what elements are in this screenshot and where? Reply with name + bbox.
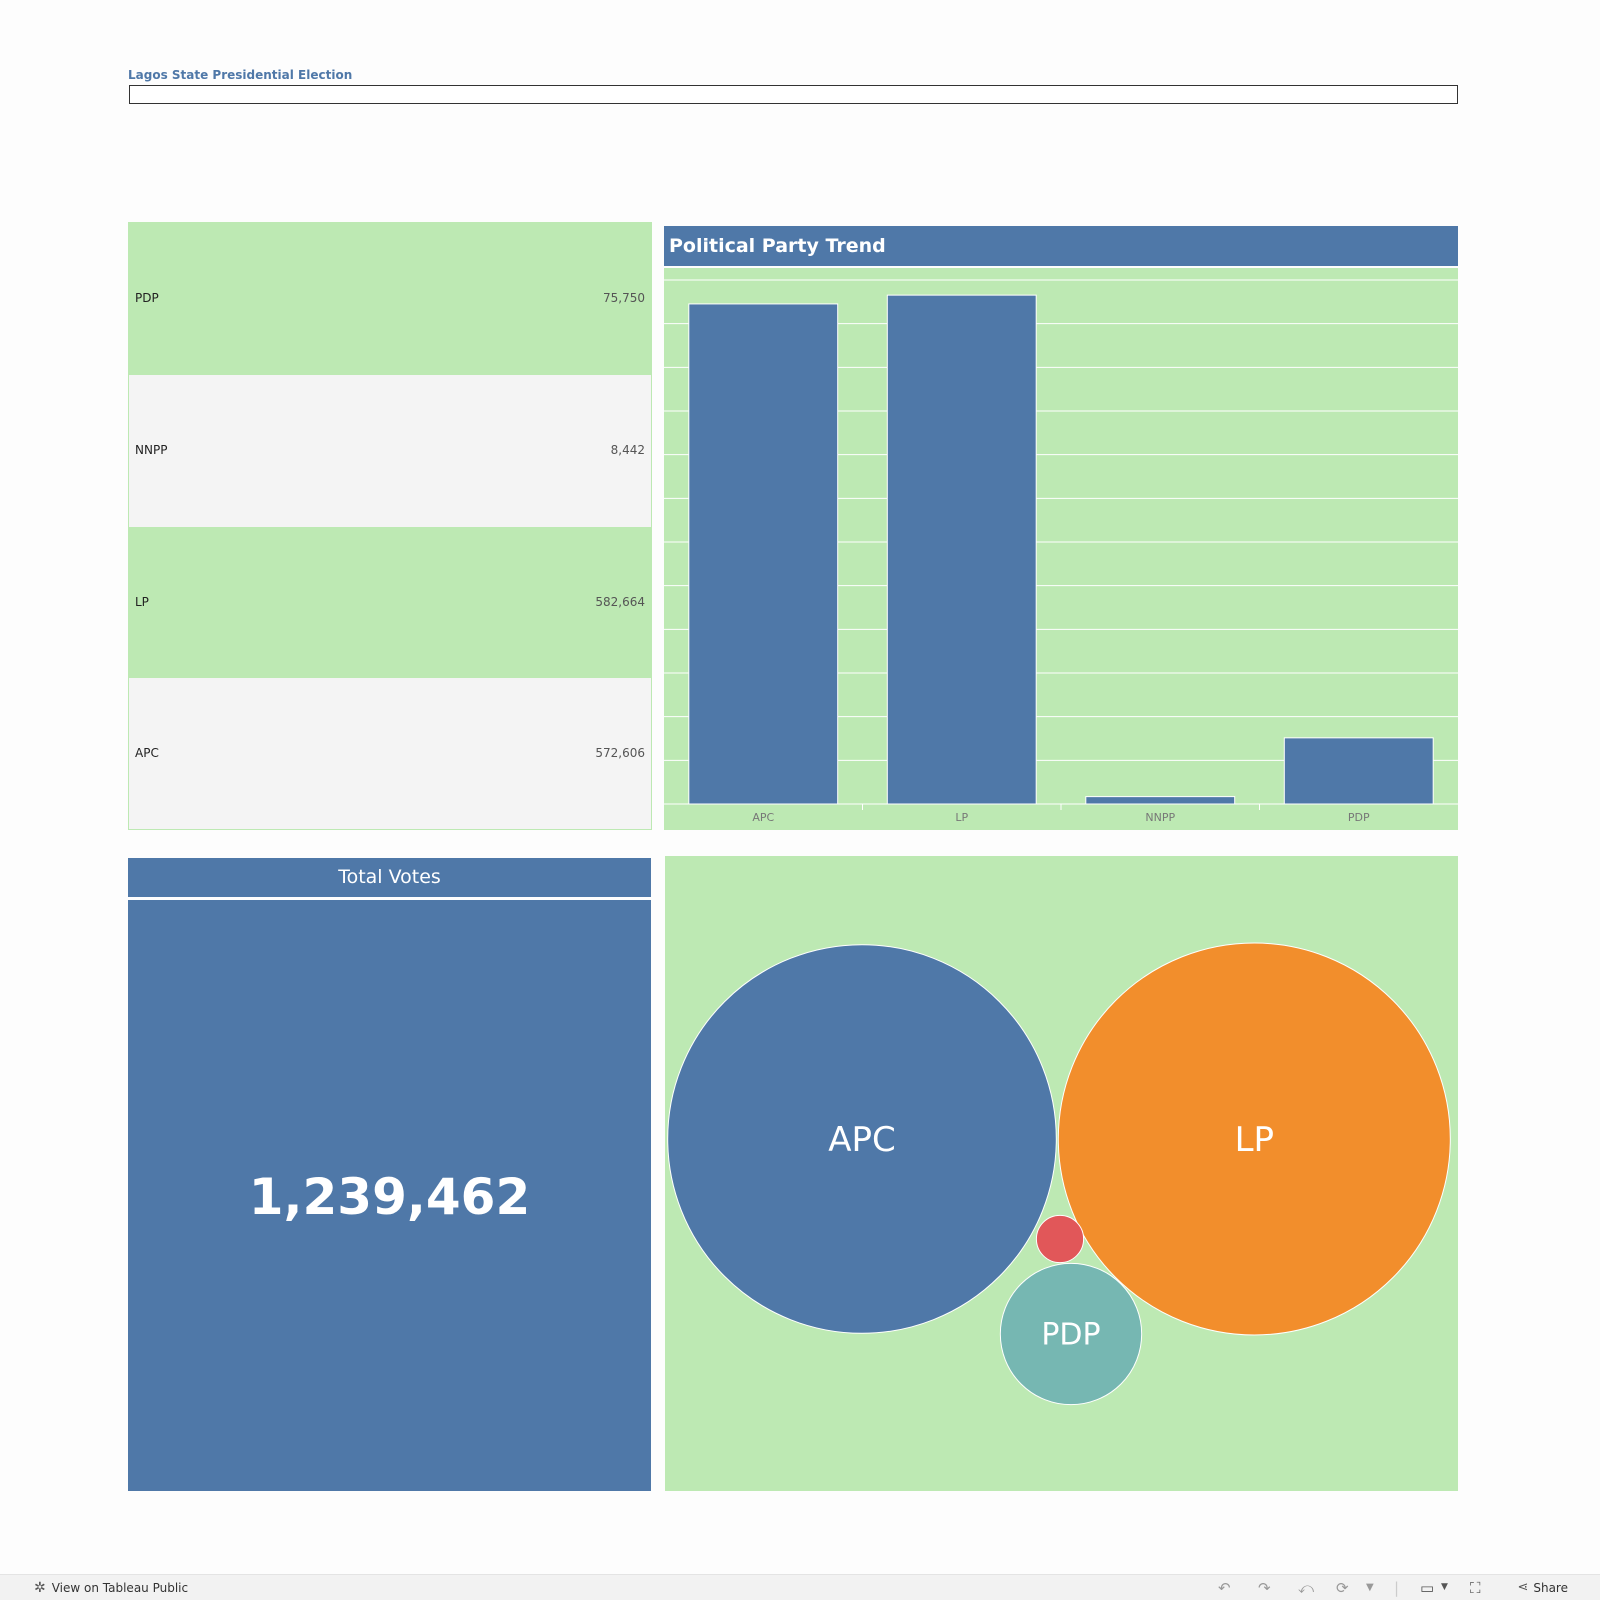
bar-chart-header: Political Party Trend <box>664 226 1458 266</box>
revert-icon[interactable]: ⤺ <box>1298 1579 1315 1597</box>
dashboard-title: Lagos State Presidential Election <box>128 68 353 82</box>
party-name: PDP <box>135 291 159 305</box>
redo-icon[interactable]: ↷ <box>1258 1579 1271 1597</box>
party-votes-table: PDP 75,750 NNPP 8,442 LP 582,664 APC 572… <box>128 222 652 830</box>
bubble-nnpp[interactable] <box>1035 1214 1085 1264</box>
bar-chart-title: Political Party Trend <box>669 235 886 257</box>
bar-lp[interactable] <box>886 294 1037 805</box>
share-button[interactable]: ⋖ Share <box>1517 1580 1568 1595</box>
x-tick-label: LP <box>955 811 968 824</box>
fullscreen-icon[interactable]: ⛶ <box>1470 1579 1481 1597</box>
x-tick-label: NNPP <box>1145 811 1175 824</box>
view-on-tableau-link[interactable]: ✲ View on Tableau Public <box>34 1580 188 1596</box>
total-votes-value: 1,239,462 <box>248 1168 531 1226</box>
bar-chart: APC LP NNPP PDP <box>664 268 1458 830</box>
party-votes: 8,442 <box>610 443 645 457</box>
bottom-toolbar: ✲ View on Tableau Public ↶ ↷ ⤺ ⟳ ▼ | ▭ ▼… <box>0 1574 1600 1600</box>
share-icon: ⋖ <box>1517 1580 1529 1595</box>
bar-pdp[interactable] <box>1283 737 1434 805</box>
bubble-label: PDP <box>1041 1318 1100 1353</box>
table-row[interactable]: LP 582,664 <box>129 527 651 679</box>
divider: | <box>1394 1579 1400 1597</box>
x-tick-label: PDP <box>1348 811 1370 824</box>
total-votes-title: Total Votes <box>338 866 441 888</box>
bubble-chart: APC LP PDP <box>665 856 1458 1491</box>
dropdown-icon[interactable]: ▼ <box>1366 1582 1374 1593</box>
view-on-tableau-label: View on Tableau Public <box>51 1581 189 1595</box>
party-votes: 572,606 <box>595 746 645 760</box>
device-icon[interactable]: ▭ <box>1420 1579 1435 1597</box>
table-row[interactable]: PDP 75,750 <box>129 223 651 375</box>
bubble-apc[interactable] <box>667 944 1057 1334</box>
undo-icon[interactable]: ↶ <box>1218 1579 1231 1597</box>
bar-nnpp[interactable] <box>1085 796 1236 805</box>
party-name: APC <box>135 746 159 760</box>
party-votes: 75,750 <box>603 291 645 305</box>
party-votes: 582,664 <box>595 595 645 609</box>
tableau-logo-icon: ✲ <box>34 1580 46 1596</box>
bubble-lp[interactable] <box>1057 942 1451 1336</box>
bar-apc[interactable] <box>688 303 839 805</box>
bubble-pdp[interactable] <box>999 1262 1143 1406</box>
refresh-icon[interactable]: ⟳ <box>1336 1579 1349 1597</box>
bubble-label: LP <box>1235 1120 1274 1160</box>
bubble-label: APC <box>828 1120 896 1160</box>
table-row[interactable]: NNPP 8,442 <box>129 375 651 527</box>
total-votes-header: Total Votes <box>128 858 651 897</box>
x-tick-label: APC <box>752 811 774 824</box>
party-name: LP <box>135 595 149 609</box>
table-row[interactable]: APC 572,606 <box>129 678 651 829</box>
chevron-down-icon[interactable]: ▼ <box>1441 1582 1448 1592</box>
share-label: Share <box>1533 1580 1568 1595</box>
title-text-box <box>129 85 1458 104</box>
party-name: NNPP <box>135 443 168 457</box>
total-votes-card: 1,239,462 <box>128 900 651 1491</box>
